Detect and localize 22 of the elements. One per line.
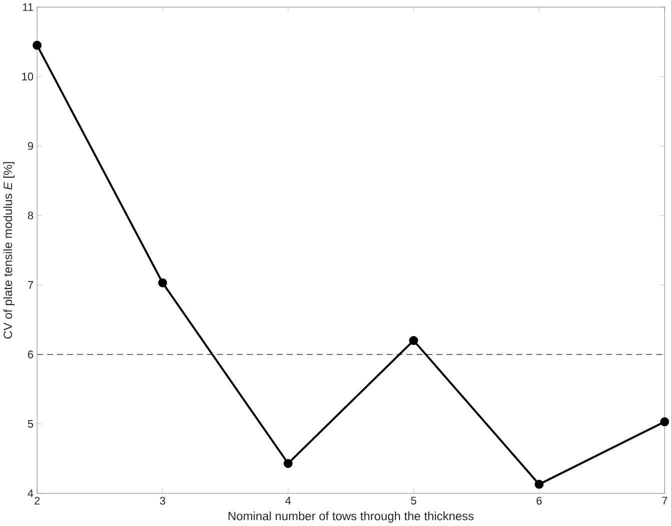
x-tick-label: 4 (285, 496, 291, 504)
y-tick-label: 6 (28, 350, 34, 358)
point (534, 480, 544, 489)
y-tick-label: 11 (22, 3, 34, 11)
x-tick-label: 6 (536, 496, 542, 505)
y-tick-label: 8 (28, 212, 34, 220)
point (409, 336, 418, 346)
point (660, 417, 670, 426)
x-axis-title: Nominal number of tows through the thickness (228, 511, 474, 523)
point (32, 40, 42, 50)
y-axis-title: CV of plate tensile modulus E [%] (3, 162, 14, 339)
y-tick-label: 10 (22, 72, 34, 80)
x-tick-label: 3 (160, 496, 166, 505)
x-tick-label: 5 (411, 496, 416, 505)
y-tick-label: 9 (28, 142, 34, 150)
point (284, 458, 293, 468)
y-tick-label: 7 (28, 281, 34, 289)
x-tick-label: 2 (34, 496, 40, 505)
point (158, 278, 168, 288)
y-tick-label: 5 (28, 420, 34, 428)
x-tick-label: 7 (662, 496, 668, 504)
y-tick-label: 4 (28, 490, 34, 498)
